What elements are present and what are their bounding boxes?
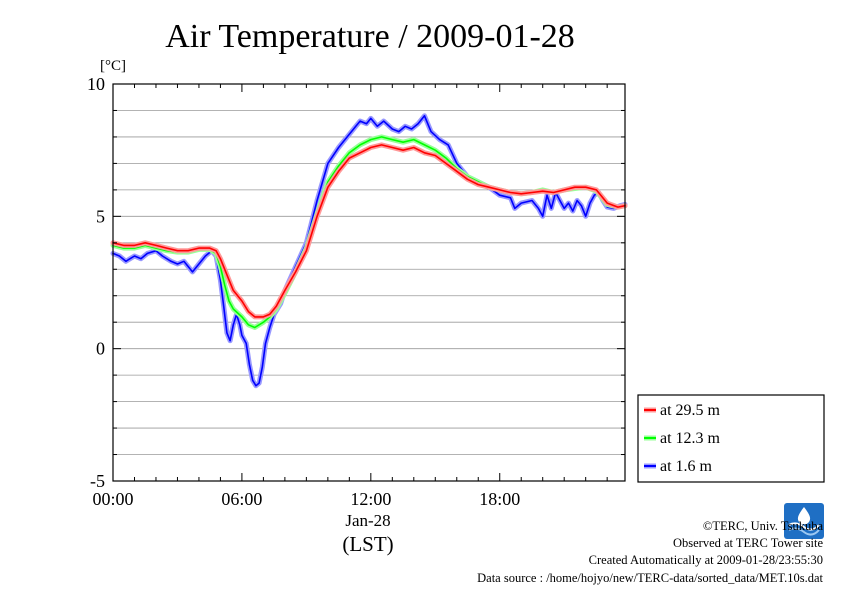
site-text: Observed at TERC Tower site: [672, 536, 823, 551]
created-text: Created Automatically at 2009-01-28/23:5…: [588, 553, 823, 568]
y-axis: 10 5 0 -5: [87, 74, 625, 491]
series-line: [112, 136, 626, 329]
series-lines: [110, 113, 628, 389]
plot-frame: [112, 83, 626, 482]
legend-label: at 29.5 m: [660, 402, 721, 419]
copyright-text: ©TERC, Univ. Tsukuba: [702, 519, 823, 533]
x-axis: 00:00 06:00 12:00 18:00: [92, 84, 608, 509]
credits-block: ©TERC, Univ. Tsukuba Observed at TERC To…: [477, 518, 823, 587]
legend-box: [637, 394, 825, 483]
x-tick-label: 06:00: [221, 489, 262, 509]
x-tick-label: 12:00: [350, 489, 391, 509]
x-axis-label: (LST): [342, 532, 393, 556]
legend-label: at 12.3 m: [660, 430, 721, 447]
terc-logo: [784, 503, 824, 539]
legend-label: at 1.6 m: [660, 458, 713, 475]
x-tick-label: 00:00: [92, 489, 133, 509]
series-halo: [110, 142, 628, 320]
y-tick-label: -5: [90, 471, 105, 491]
x-date-label: Jan-28: [345, 511, 390, 530]
legend: at 29.5 m at 12.3 m at 1.6 m: [637, 394, 825, 483]
series-halo: [110, 134, 628, 330]
data-source-text: Data source : /home/hojyo/new/TERC-data/…: [477, 570, 823, 585]
series-line: [112, 144, 626, 318]
chart-title: Air Temperature / 2009-01-28: [165, 18, 575, 55]
y-tick-label: 10: [87, 74, 105, 94]
y-axis-unit: [°C]: [100, 58, 126, 74]
y-tick-label: 0: [96, 339, 105, 359]
y-tick-label: 5: [96, 206, 105, 226]
x-tick-label: 18:00: [479, 489, 520, 509]
grid: [113, 110, 625, 455]
